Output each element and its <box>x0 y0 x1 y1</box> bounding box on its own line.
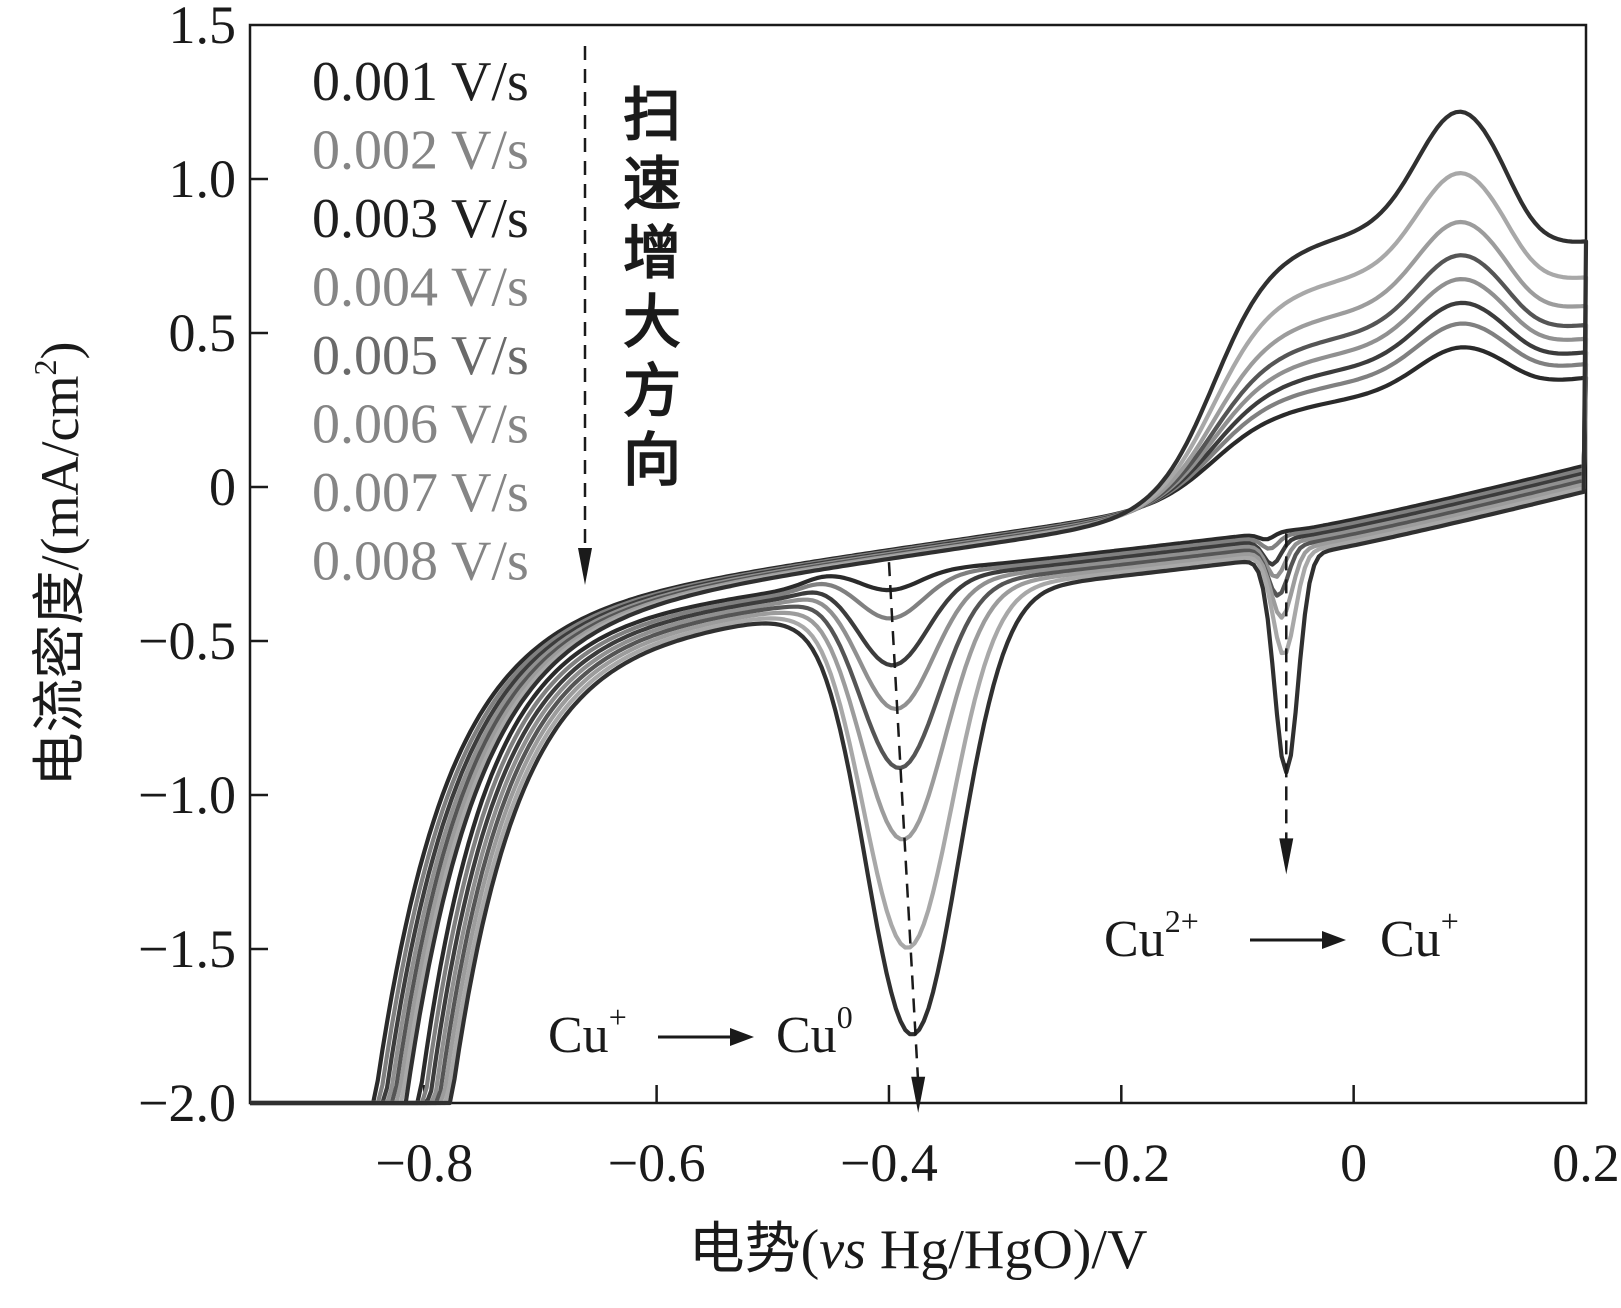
peak-guides <box>887 533 1294 1113</box>
scan-rate-direction-char: 增 <box>623 221 681 286</box>
legend: 0.001 V/s0.002 V/s0.003 V/s0.004 V/s0.00… <box>312 51 529 593</box>
scan-rate-direction-char: 速 <box>623 152 681 217</box>
x-tick-label: −0.8 <box>375 1133 473 1193</box>
y-tick-label: 0.5 <box>169 303 237 363</box>
x-axis-label-italic: vs <box>819 1219 866 1281</box>
legend-entry: 0.008 V/s <box>312 531 529 593</box>
x-tick-label: −0.6 <box>608 1133 706 1193</box>
y-tick-label: 1.0 <box>169 149 237 209</box>
legend-entry: 0.007 V/s <box>312 462 529 524</box>
scan-rate-direction-char: 方 <box>623 359 681 424</box>
annotation-cuplus: Cu+ <box>1380 903 1459 968</box>
peak1-trend-arrow <box>911 1076 926 1113</box>
y-tick-label: −0.5 <box>138 611 236 671</box>
y-tick-label: −2.0 <box>138 1073 236 1133</box>
scan-rate-direction-char: 大 <box>623 290 681 355</box>
annotation-arrow-head-2 <box>1322 931 1346 949</box>
y-tick-label: 1.5 <box>169 0 237 55</box>
y-tick-label: −1.0 <box>138 765 236 825</box>
legend-entry: 0.004 V/s <box>312 257 529 319</box>
peak2-trend-arrow <box>1279 838 1294 875</box>
annotation-cu0-base: Cu <box>776 1007 837 1064</box>
annotation-cu2plus-sup: 2+ <box>1165 903 1199 939</box>
y-axis-label-close: ) <box>30 342 90 360</box>
annotation-cu2plus-to-cuplus: Cu2+ Cu+ <box>1104 903 1459 968</box>
annotation-cu2plus: Cu2+ <box>1104 903 1199 968</box>
x-tick-label: 0.2 <box>1552 1133 1620 1193</box>
x-axis-label-prefix: 电势( <box>689 1219 820 1281</box>
cv-curve-8 <box>250 109 1589 1106</box>
y-tick-label: −1.5 <box>138 919 236 979</box>
cv-curves <box>250 109 1589 1106</box>
y-axis-label-main: 电流密度/(mA/cm <box>30 376 90 787</box>
y-tick-label: 0 <box>209 457 236 517</box>
scan-rate-direction-char: 扫 <box>623 83 681 148</box>
scan-rate-direction-char: 向 <box>623 428 681 493</box>
annotation-cu0: Cu0 <box>776 999 853 1064</box>
legend-entry: 0.006 V/s <box>312 394 529 456</box>
annotation-cu-plus-sup: + <box>609 999 627 1035</box>
annotation-cu-plus-to-cu0: Cu+ Cu0 <box>548 999 853 1064</box>
legend-entry: 0.005 V/s <box>312 325 529 387</box>
y-axis: 1.5 1.0 0.5 0 −0.5 −1.0 −1.5 −2.0 <box>138 0 268 1133</box>
x-tick-label: −0.4 <box>840 1133 938 1193</box>
x-tick-label: 0 <box>1340 1133 1367 1193</box>
x-tick-label: −0.2 <box>1072 1133 1170 1193</box>
x-axis-label-suffix: Hg/HgO)/V <box>866 1219 1148 1281</box>
x-axis-label: 电势(vs Hg/HgO)/V <box>689 1219 1148 1281</box>
legend-entry: 0.001 V/s <box>312 51 529 113</box>
annotation-cu0-sup: 0 <box>837 999 853 1035</box>
annotation-cuplus-base: Cu <box>1380 911 1441 968</box>
peak1-trend-line <box>887 562 920 1083</box>
x-axis: −0.8 −0.6 −0.4 −0.2 0 0.2 <box>375 1085 1620 1193</box>
annotation-cu-plus-base: Cu <box>548 1007 609 1064</box>
annotation-cuplus-sup: + <box>1441 903 1459 939</box>
legend-entry: 0.002 V/s <box>312 120 529 182</box>
y-axis-label: 电流密度/(mA/cm2) <box>27 342 90 787</box>
y-axis-label-sup: 2 <box>27 360 63 376</box>
annotation-cu-plus: Cu+ <box>548 999 627 1064</box>
legend-entry: 0.003 V/s <box>312 188 529 250</box>
annotation-cu2plus-base: Cu <box>1104 911 1165 968</box>
scan-rate-arrow-head <box>578 548 592 585</box>
annotation-arrow-head-1 <box>730 1028 754 1046</box>
